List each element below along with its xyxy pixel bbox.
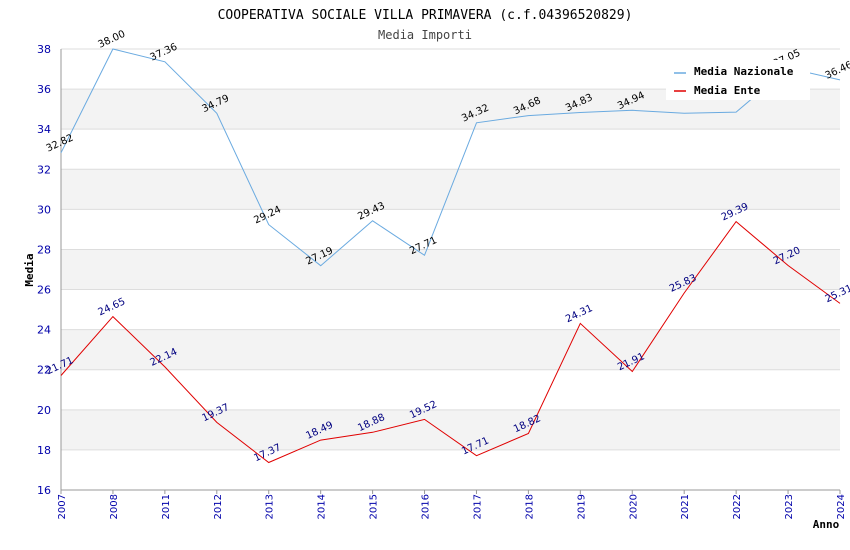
data-label: 38.00: [97, 29, 128, 51]
y-tick-label: 36: [37, 83, 51, 96]
legend-label-media-nazionale: Media Nazionale: [694, 65, 794, 78]
y-tick-label: 28: [37, 243, 51, 256]
grid-lines: [61, 48, 840, 491]
grid-band: [61, 329, 840, 370]
x-tick-label: 2015: [369, 494, 380, 519]
legend-label-media-ente: Media Ente: [694, 84, 761, 97]
series-line-media-ente: [60, 220, 841, 464]
x-tick-label: 2007: [57, 494, 68, 519]
y-tick-label: 26: [37, 284, 51, 297]
x-tick-label: 2013: [265, 494, 276, 519]
x-tick-label: 2008: [109, 494, 120, 519]
x-tick-label: 2022: [732, 494, 743, 519]
data-label: 24.65: [97, 296, 128, 318]
x-tick-label: 2024: [836, 494, 847, 519]
x-tick-label: 2018: [524, 494, 535, 519]
y-tick-label: 20: [37, 404, 51, 417]
y-axis-label: Media: [23, 253, 36, 286]
y-tick-label: 24: [37, 324, 51, 337]
y-tick-label: 38: [37, 43, 51, 56]
legend-box: [666, 60, 810, 100]
y-tick-label: 18: [37, 444, 51, 457]
y-axis-ticks: 16 18 20 22 24 26 28 30 32 34 36 38: [37, 43, 51, 497]
grid-band: [61, 409, 840, 450]
series-lines: [60, 48, 841, 464]
x-tick-label: 2016: [421, 494, 432, 519]
x-axis-ticks: 2007 2008 2011 2012 2013 2014 2015 2016 2017 2018…: [57, 490, 847, 519]
grid-bands: [61, 89, 840, 450]
x-tick-label: 2023: [784, 494, 795, 519]
x-tick-label: 2014: [317, 494, 328, 519]
x-axis-label: Anno: [813, 518, 840, 531]
y-tick-label: 22: [37, 364, 51, 377]
chart-title: COOPERATIVA SOCIALE VILLA PRIMAVERA (c.f…: [218, 8, 633, 23]
x-tick-label: 2012: [213, 494, 224, 519]
grid-band: [61, 249, 840, 290]
y-tick-label: 32: [37, 163, 51, 176]
y-tick-label: 30: [37, 203, 51, 216]
series-line-media-nazionale: [60, 48, 841, 267]
x-tick-label: 2011: [161, 494, 172, 519]
data-label: 37.36: [149, 41, 180, 63]
data-label: 21.71: [45, 355, 76, 377]
data-label: 36.46: [824, 60, 850, 82]
x-tick-label: 2021: [680, 494, 691, 519]
x-tick-label: 2019: [576, 494, 587, 519]
data-label: 24.31: [564, 303, 595, 325]
x-tick-label: 2017: [472, 494, 483, 519]
y-tick-label: 16: [37, 484, 51, 497]
x-tick-label: 2020: [628, 494, 639, 519]
y-tick-label: 34: [37, 123, 51, 136]
legend: Media Nazionale Media Ente: [666, 60, 810, 100]
chart-subtitle: Media Importi: [378, 28, 472, 42]
